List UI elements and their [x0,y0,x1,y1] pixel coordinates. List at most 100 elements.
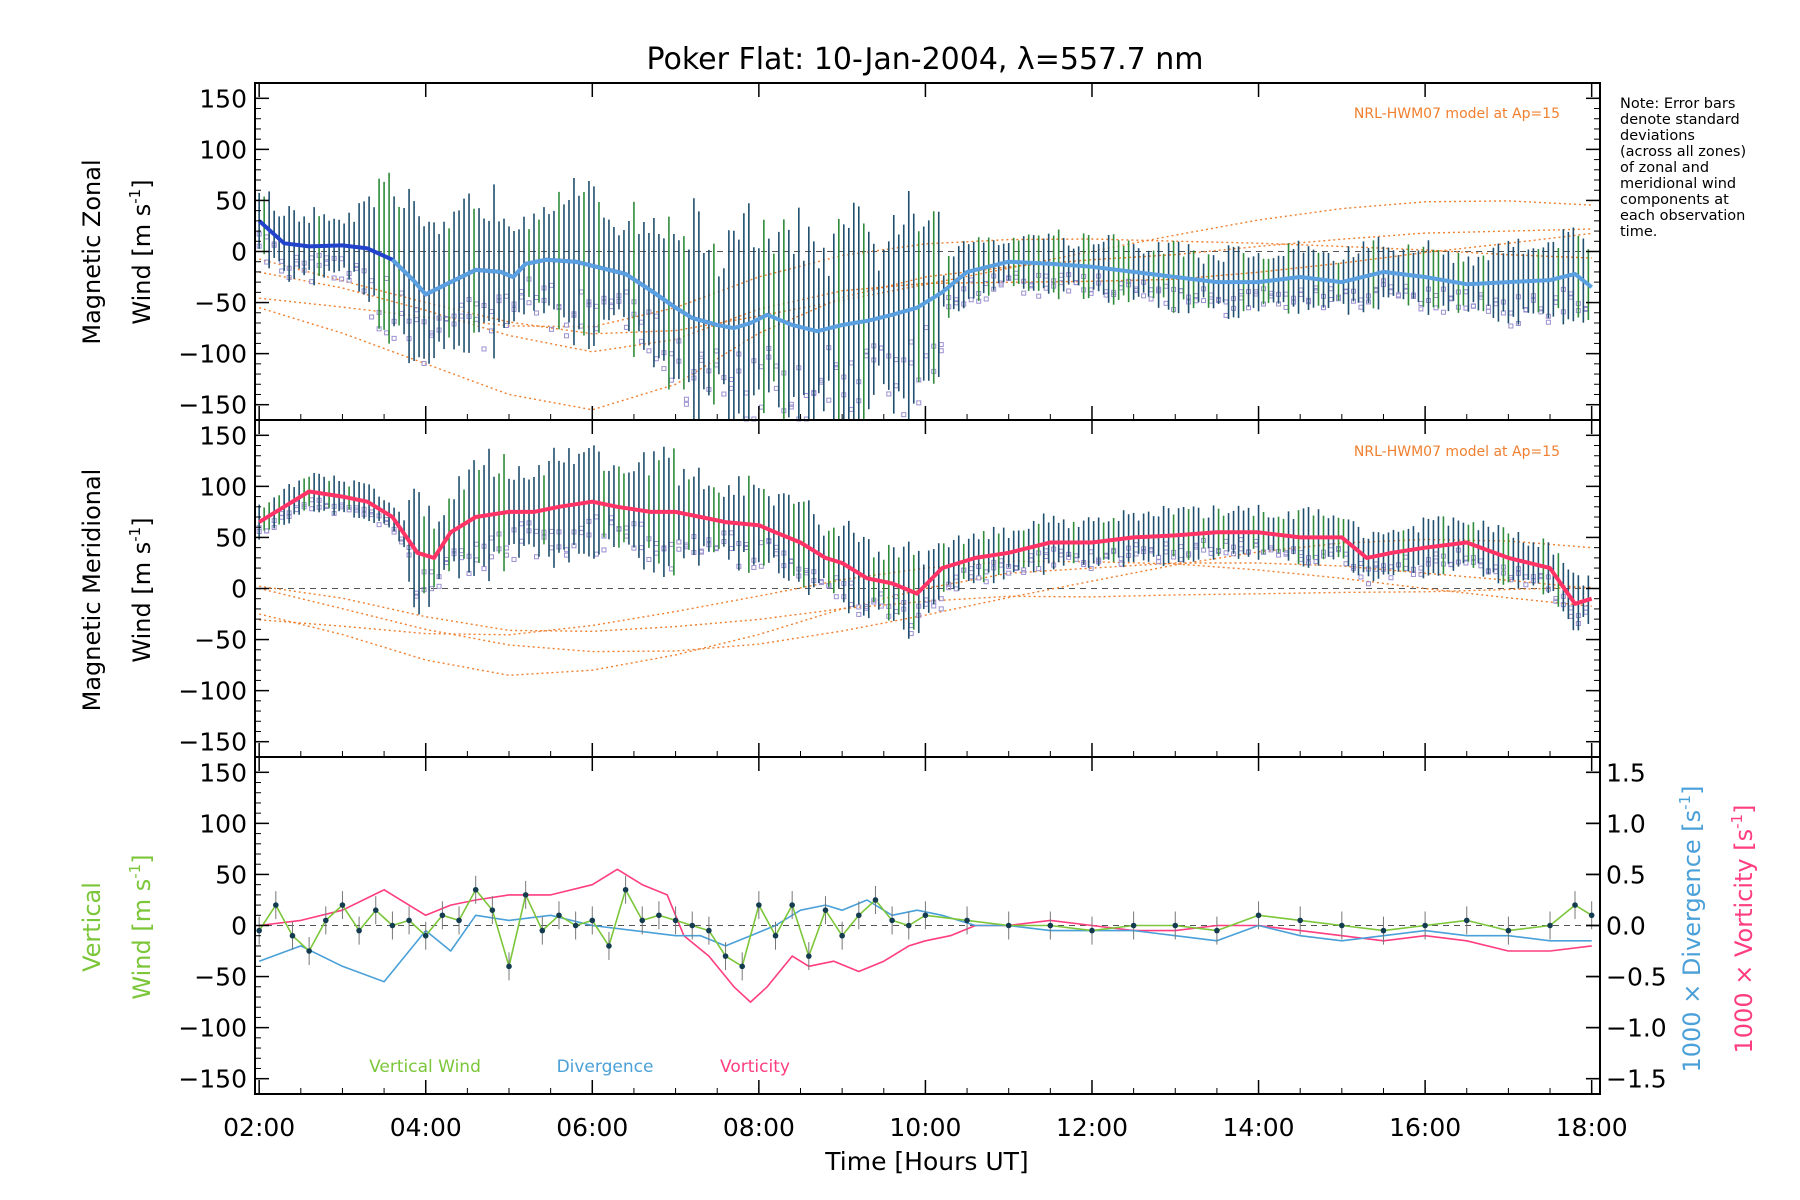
zone-point [533,310,539,316]
zone-point [1433,305,1439,311]
y2-tick-label: 1.0 [1606,809,1646,838]
y2-tick-label: 1.5 [1606,758,1646,787]
zone-point [908,623,914,629]
y-tick-label: 0 [231,912,247,941]
zone-point [593,326,599,332]
zone-point [369,512,375,518]
y-tick-label: −50 [194,626,247,655]
zone-point [1463,289,1469,295]
zone-point [279,268,285,274]
zone-point [938,342,944,348]
zone-point [1403,565,1409,571]
legend-vertical-wind: Vertical Wind [369,1057,481,1077]
zone-point [848,406,854,412]
y2-tick-label: 0.0 [1606,912,1646,941]
zone-point [983,296,989,302]
y-tick-label: 150 [199,758,247,787]
note-line: deviations [1620,128,1695,144]
zone-point [1328,551,1334,557]
zone-point [1410,571,1416,577]
zone-point [916,400,922,406]
y-tick-label: −100 [178,1014,247,1043]
zone-point [1148,296,1154,302]
vertical-wind-point [456,917,462,924]
zone-point [339,276,345,282]
vertical-wind-point [1422,922,1428,929]
zone-point [533,294,539,300]
legend-vorticity: Vorticity [720,1057,790,1077]
zone-point [1013,274,1019,280]
vertical-wind-point [889,917,895,924]
note-line: time. [1620,224,1658,240]
vertical-wind-point [706,927,712,934]
zone-point [826,397,832,403]
zone-point [593,303,599,309]
vertical-ylabel-line1: Vertical [78,882,106,972]
zone-point [1298,292,1304,298]
zone-point [773,385,779,391]
zone-point [339,256,345,262]
vertical-wind-point [556,912,562,919]
zone-point [481,346,487,352]
vertical-wind-point [672,917,679,924]
zone-point [1028,282,1034,288]
zone-point [399,539,405,545]
zone-point [1358,574,1364,580]
zone-point [324,260,330,266]
zone-point [1553,295,1559,301]
zone-point [1583,609,1589,615]
zone-point [1365,581,1371,587]
zone-point [489,309,495,315]
zone-point [548,528,554,534]
zone-point [533,554,539,560]
zone-point [1298,287,1304,293]
zone-point [1463,555,1469,561]
zone-point [833,362,839,368]
zone-point [788,401,794,407]
zone-point [848,580,854,586]
zone-point [1538,572,1544,578]
zone-point [728,530,734,536]
zone-point [519,288,525,294]
vertical-wind-point [472,886,479,893]
zone-point [1043,285,1049,291]
zone-point [863,348,869,354]
zone-point [668,377,674,383]
vertical-wind-point [1089,927,1095,934]
zone-point [1193,293,1199,299]
y-tick-label: 100 [199,472,247,501]
y-tick-label: 150 [199,421,247,450]
zone-point [1141,293,1147,299]
y-tick-label: 150 [199,84,247,113]
chart-title: Poker Flat: 10-Jan-2004, λ=557.7 nm [646,42,1203,77]
zone-point [489,535,495,541]
vertical-wind-point [539,927,546,934]
vertical-wind-point [372,907,379,913]
vertical-wind-point [589,917,596,924]
zone-point [1403,554,1409,560]
zone-point [653,313,659,319]
zone-point [421,360,427,366]
vertical-wind-point [639,917,646,924]
vertical-wind-point [422,932,429,939]
zone-point [1313,285,1319,291]
zone-point [1373,286,1379,292]
zone-point [1208,550,1214,556]
zone-point [773,544,779,550]
zone-point [593,514,599,520]
zone-point [474,301,480,307]
zone-point [511,556,517,562]
zone-point [758,563,764,569]
zone-point [668,351,674,357]
zone-point [1223,550,1229,556]
zone-point [1493,569,1499,575]
vertical-wind-point [439,912,446,919]
x-tick-label: 02:00 [223,1113,295,1142]
zone-point [1538,574,1544,580]
zone-point [1148,287,1154,293]
zone-point [1433,551,1439,557]
zone-point [758,540,764,546]
x-tick-label: 16:00 [1389,1113,1461,1142]
zone-point [1043,548,1049,554]
zone-point [638,545,644,551]
